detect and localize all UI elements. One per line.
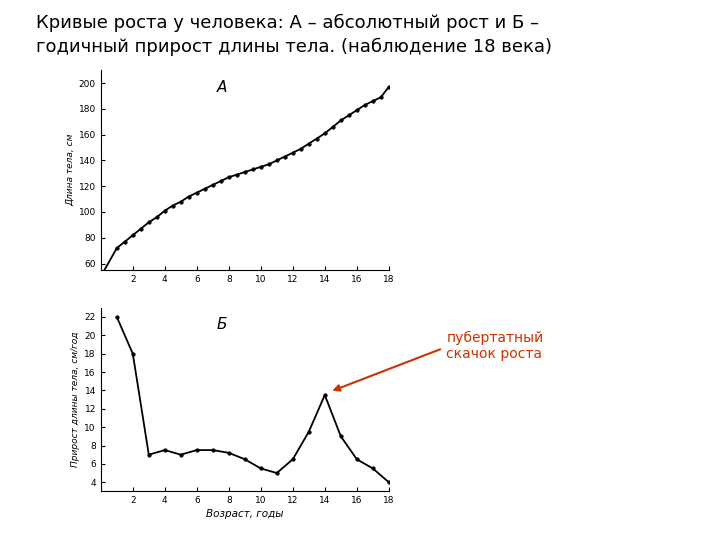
Text: Б: Б xyxy=(217,317,227,332)
X-axis label: Возраст, годы: Возраст, годы xyxy=(206,509,284,519)
Text: А: А xyxy=(217,80,227,95)
Y-axis label: Длина тела, см: Длина тела, см xyxy=(66,134,75,206)
Text: пубертатный
скачок роста: пубертатный скачок роста xyxy=(446,330,544,361)
Text: Кривые роста у человека: А – абсолютный рост и Б –
годичный прирост длины тела. : Кривые роста у человека: А – абсолютный … xyxy=(36,14,552,56)
Y-axis label: Прирост длины тела, см/год: Прирост длины тела, см/год xyxy=(71,332,80,467)
